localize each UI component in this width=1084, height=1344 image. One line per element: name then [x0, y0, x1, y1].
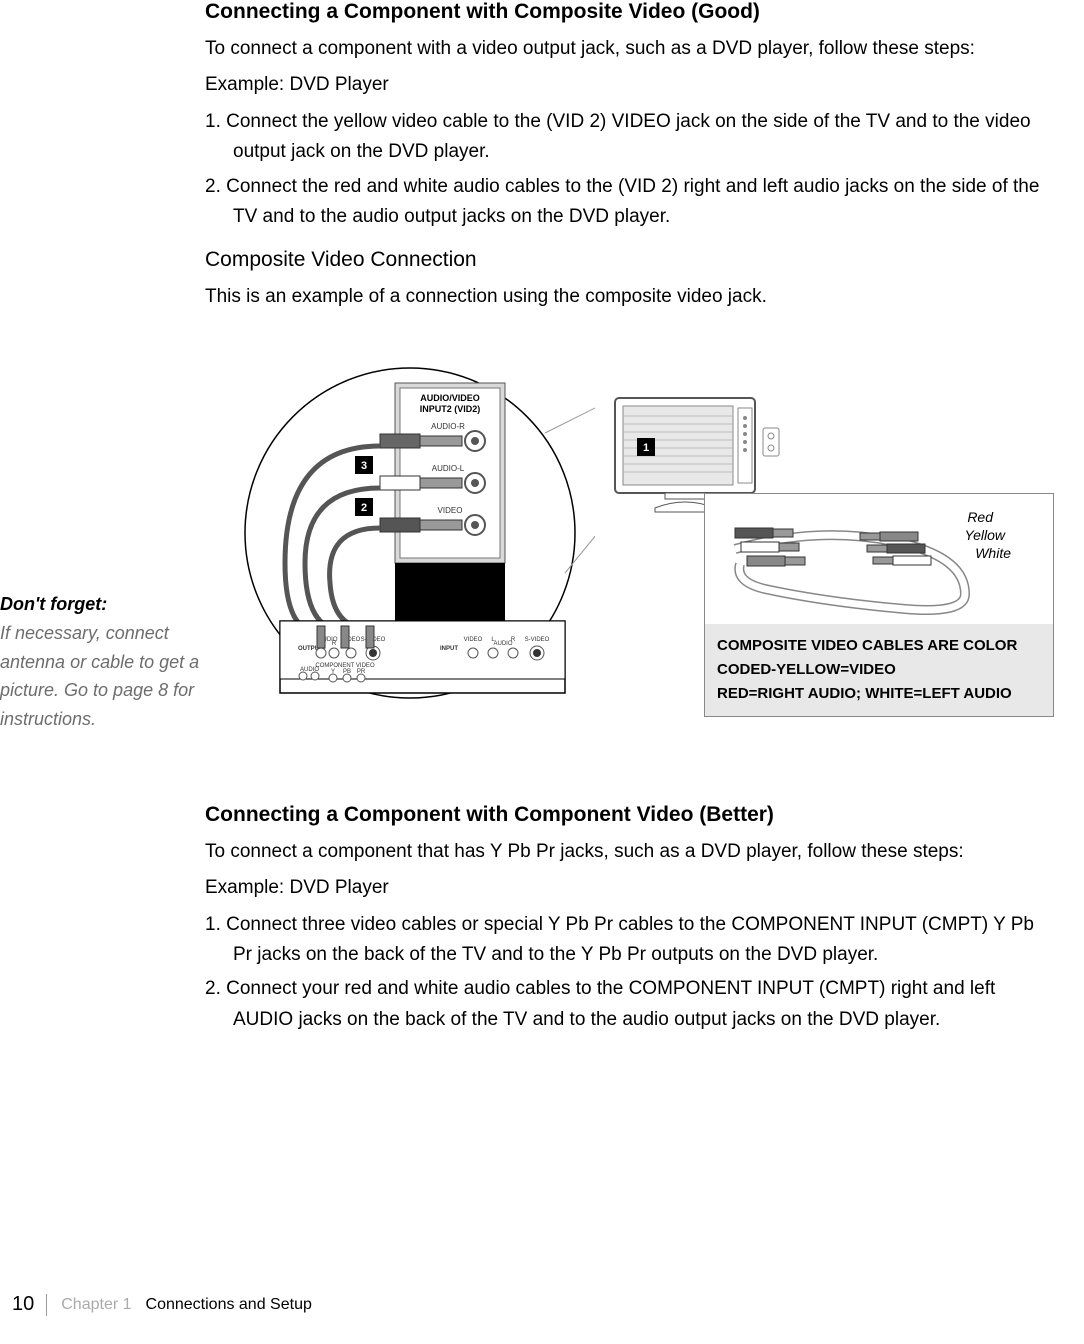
- cable-caption: COMPOSITE VIDEO CABLES ARE COLOR CODED-Y…: [705, 624, 1053, 716]
- footer-chapter: Chapter 1: [61, 1296, 131, 1314]
- section-composite: Connecting a Component with Composite Vi…: [205, 0, 1054, 313]
- cable-caption-3: RED=RIGHT AUDIO; WHITE=LEFT AUDIO: [717, 685, 1012, 702]
- dvd-input-label: INPUT: [440, 646, 458, 652]
- section2-step1: Connect three video cables or special Y …: [205, 910, 1054, 971]
- sidebar-title: Don't forget:: [0, 594, 107, 614]
- dvd-r-label: R: [511, 637, 516, 643]
- section-component: Connecting a Component with Component Vi…: [205, 803, 1054, 1035]
- section1-step1: Connect the yellow video cable to the (V…: [205, 107, 1054, 168]
- section2-example: Example: DVD Player: [205, 873, 1054, 903]
- sidebar-note: Don't forget: If necessary, connect ante…: [0, 590, 200, 734]
- jack-video-label: VIDEO: [438, 506, 463, 515]
- cable-caption-1: COMPOSITE VIDEO CABLES ARE COLOR: [717, 637, 1017, 654]
- panel-title1: AUDIO/VIDEO: [420, 393, 480, 403]
- section1-example: Example: DVD Player: [205, 70, 1054, 100]
- section1-subheading: Composite Video Connection: [205, 248, 1054, 272]
- badge-3: 3: [361, 460, 367, 472]
- cable-white-label: White: [975, 545, 1011, 561]
- footer-section: Connections and Setup: [146, 1296, 312, 1314]
- dvd-video-label-2: VIDEO: [464, 637, 483, 643]
- page-footer: 10 Chapter 1 Connections and Setup: [12, 1293, 312, 1316]
- cable-yellow-label: Yellow: [965, 527, 1005, 543]
- section1-subtext: This is an example of a connection using…: [205, 282, 1054, 312]
- section1-intro: To connect a component with a video outp…: [205, 34, 1054, 64]
- panel-title2: INPUT2 (VID2): [420, 404, 481, 414]
- section1-heading: Connecting a Component with Composite Vi…: [205, 0, 1054, 24]
- dvd-svideo-label-2: S-VIDEO: [525, 637, 550, 643]
- cable-red-label: Red: [967, 509, 993, 525]
- cable-illustration: Red Yellow White: [705, 494, 1053, 624]
- cable-info-box: Red Yellow White COMPOSITE VIDEO CABLES …: [704, 493, 1054, 717]
- section2-step2: Connect your red and white audio cables …: [205, 974, 1054, 1035]
- section2-steps: Connect three video cables or special Y …: [205, 910, 1054, 1036]
- section2-heading: Connecting a Component with Component Vi…: [205, 803, 1054, 827]
- jack-audio-l-label: AUDIO-L: [432, 464, 465, 473]
- badge-1: 1: [643, 442, 649, 454]
- footer-divider: [46, 1294, 47, 1316]
- closeup-panel-icon: AUDIO/VIDEO INPUT2 (VID2) AUDIO-R AUDIO-…: [225, 363, 595, 743]
- section2-intro: To connect a component that has Y Pb Pr …: [205, 837, 1054, 867]
- cable-caption-2: CODED-YELLOW=VIDEO: [717, 661, 896, 678]
- badge-2: 2: [361, 502, 367, 514]
- sidebar-body: If necessary, connect antenna or cable t…: [0, 623, 199, 729]
- section1-steps: Connect the yellow video cable to the (V…: [205, 107, 1054, 233]
- connection-diagram: AUDIO/VIDEO INPUT2 (VID2) AUDIO-R AUDIO-…: [205, 343, 1054, 763]
- page-number: 10: [12, 1293, 34, 1316]
- jack-audio-r-label: AUDIO-R: [431, 422, 465, 431]
- section1-step2: Connect the red and white audio cables t…: [205, 172, 1054, 233]
